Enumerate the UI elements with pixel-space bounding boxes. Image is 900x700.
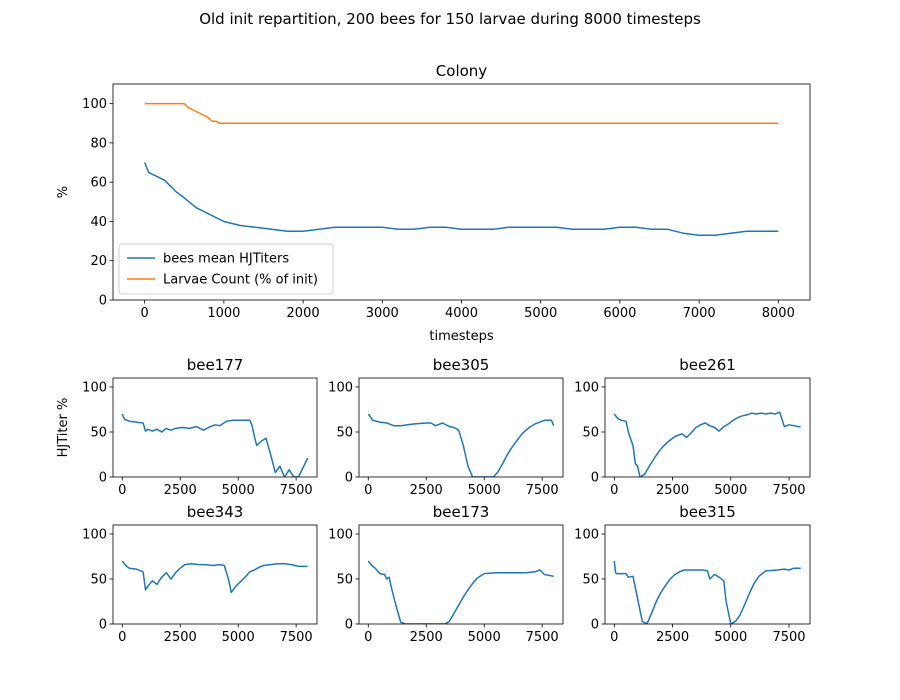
x-tick-label: 0: [364, 630, 372, 645]
series-line-bee177-0: [121, 413, 309, 477]
y-tick-label: 0: [345, 618, 353, 633]
legend-box: [118, 243, 334, 295]
y-tick-label: 100: [82, 528, 107, 543]
subplot-title: Colony: [436, 62, 488, 80]
x-tick-label: 4000: [445, 306, 478, 321]
y-tick-label: 50: [582, 573, 599, 588]
legend-label: Larvae Count (% of init): [163, 273, 318, 288]
series-line-bee315-0: [613, 560, 801, 624]
x-tick-label: 7000: [683, 306, 716, 321]
x-tick-label: 7500: [526, 630, 559, 645]
subplot-title: bee177: [187, 356, 244, 374]
y-tick-label: 100: [82, 381, 107, 396]
axes-frame: [112, 524, 318, 625]
axes-frame: [112, 377, 318, 478]
x-tick-label: 5000: [714, 630, 747, 645]
y-tick-label: 50: [336, 573, 353, 588]
x-tick-label: 5000: [468, 630, 501, 645]
x-tick-label: 1000: [207, 306, 240, 321]
y-tick-label: 0: [99, 471, 107, 486]
y-tick-label: 60: [90, 176, 107, 191]
series-line-bee305-0: [367, 413, 555, 477]
y-tick-label: 100: [574, 381, 599, 396]
x-tick-label: 0: [610, 483, 618, 498]
x-tick-label: 2500: [656, 483, 689, 498]
series-line-bee173-0: [367, 560, 554, 624]
subplot-title: bee305: [433, 356, 490, 374]
subplot-title: bee173: [433, 503, 490, 521]
y-tick-label: 0: [99, 294, 107, 309]
x-tick-label: 0: [118, 483, 126, 498]
y-axis-label: %: [56, 186, 71, 198]
x-tick-label: 2500: [410, 483, 443, 498]
y-tick-label: 100: [328, 381, 353, 396]
series-line-bee343-0: [121, 560, 308, 594]
x-tick-label: 2500: [656, 630, 689, 645]
axes-frame: [358, 524, 564, 625]
series-line-bee261-0: [613, 411, 801, 477]
y-tick-label: 40: [90, 215, 107, 230]
axes-frame: [604, 377, 811, 478]
y-tick-label: 50: [90, 426, 107, 441]
subplot-title: bee343: [187, 503, 244, 521]
x-tick-label: 3000: [366, 306, 399, 321]
x-tick-label: 0: [118, 630, 126, 645]
x-tick-label: 0: [364, 483, 372, 498]
chart-bee173: 0 2500 5000 7500 0 50 100 bee173: [328, 503, 564, 645]
x-tick-label: 5000: [222, 483, 255, 498]
legend: bees mean HJTiters Larvae Count (% of ini…: [118, 243, 334, 295]
x-tick-label: 2500: [164, 483, 197, 498]
y-tick-label: 80: [90, 136, 107, 151]
x-tick-label: 7500: [772, 630, 805, 645]
y-tick-label: 100: [574, 528, 599, 543]
chart-bee177: 0 2500 5000 7500 0 50 100 bee177 HJTiter %: [56, 356, 318, 498]
x-tick-label: 6000: [603, 306, 636, 321]
x-tick-label: 7500: [280, 483, 313, 498]
y-tick-label: 100: [328, 528, 353, 543]
axes-frame: [604, 524, 811, 625]
y-tick-label: 0: [591, 618, 599, 633]
x-tick-label: 7500: [526, 483, 559, 498]
series-line-colony-1: [144, 102, 779, 125]
x-tick-label: 5000: [524, 306, 557, 321]
x-tick-label: 0: [610, 630, 618, 645]
y-tick-label: 50: [582, 426, 599, 441]
axes-frame: [358, 377, 564, 478]
y-tick-label: 100: [82, 97, 107, 112]
x-tick-label: 7500: [772, 483, 805, 498]
legend-label: bees mean HJTiters: [163, 252, 289, 267]
figure-title: Old init repartition, 200 bees for 150 l…: [199, 10, 701, 28]
chart-bee305: 0 2500 5000 7500 0 50 100 bee305: [328, 356, 564, 498]
subplot-title: bee315: [679, 503, 736, 521]
subplot-title: bee261: [679, 356, 736, 374]
x-tick-label: 5000: [468, 483, 501, 498]
x-tick-label: 2000: [287, 306, 320, 321]
x-tick-label: 5000: [714, 483, 747, 498]
y-tick-label: 0: [345, 471, 353, 486]
chart-colony: 0 1000 2000 3000 4000 5000 6000 7000 8000 0 20 40 60…: [56, 62, 811, 344]
y-axis-label: HJTiter %: [56, 398, 71, 458]
y-tick-label: 0: [591, 471, 599, 486]
chart-bee343: 0 2500 5000 7500 0 50 100 bee343: [82, 503, 318, 645]
y-tick-label: 50: [90, 573, 107, 588]
y-tick-label: 50: [336, 426, 353, 441]
x-tick-label: 5000: [222, 630, 255, 645]
x-tick-label: 0: [141, 306, 149, 321]
x-tick-label: 2500: [410, 630, 443, 645]
x-tick-label: 2500: [164, 630, 197, 645]
chart-bee261: 0 2500 5000 7500 0 50 100 bee261: [574, 356, 811, 498]
x-axis-label: timesteps: [429, 329, 493, 344]
y-tick-label: 20: [90, 254, 107, 269]
x-tick-label: 8000: [762, 306, 795, 321]
x-tick-label: 7500: [280, 630, 313, 645]
chart-bee315: 0 2500 5000 7500 0 50 100 bee315: [574, 503, 811, 645]
y-tick-label: 0: [99, 618, 107, 633]
series-line-colony-0: [144, 162, 779, 236]
